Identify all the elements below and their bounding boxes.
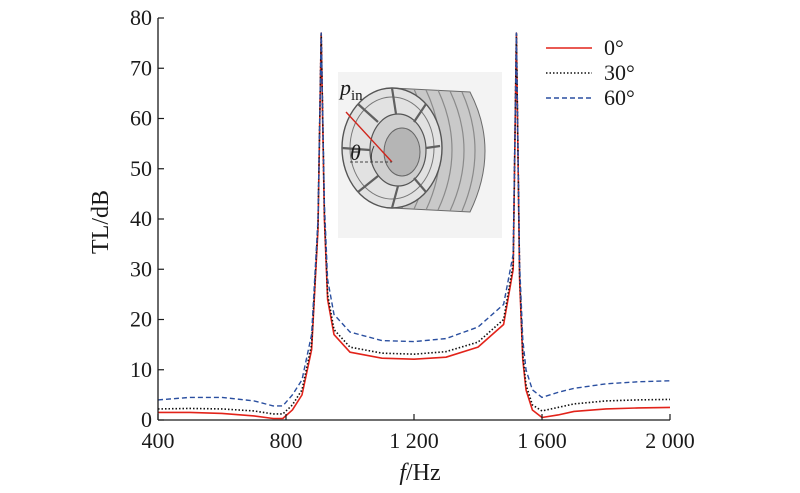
incident-wave-arrow bbox=[345, 111, 393, 163]
x-tick-label: 400 bbox=[142, 428, 175, 453]
inset-cylinder-illustration: pin θ bbox=[338, 72, 502, 238]
series-layer bbox=[157, 32, 671, 420]
y-tick-label: 50 bbox=[130, 156, 152, 181]
y-axis-title: TL/dB bbox=[88, 190, 114, 254]
series-line-0 bbox=[158, 32, 671, 420]
y-tick-label: 0 bbox=[141, 407, 152, 432]
x-axis-title: f/Hz bbox=[399, 460, 440, 486]
y-tick-label: 80 bbox=[130, 5, 152, 30]
y-tick-label: 40 bbox=[130, 206, 152, 231]
y-tick-label: 70 bbox=[130, 55, 152, 80]
axes: 0 10 20 30 40 50 60 70 80 400 800 1 200 1 600 2 000 bbox=[130, 5, 695, 453]
angle-arc bbox=[370, 145, 375, 163]
x-tick-label: 800 bbox=[270, 428, 303, 453]
legend-label-0: 0° bbox=[604, 35, 624, 60]
y-tick-label: 10 bbox=[130, 357, 152, 382]
x-tick-label: 1 200 bbox=[389, 428, 439, 453]
legend-label-1: 30° bbox=[604, 60, 635, 85]
x-tick-label: 2 000 bbox=[645, 428, 695, 453]
y-tick-label: 60 bbox=[130, 106, 152, 131]
series-line-2 bbox=[157, 32, 671, 407]
legend: 0°30°60° bbox=[546, 35, 635, 110]
inner-bore bbox=[383, 127, 421, 177]
legend-label-2: 60° bbox=[604, 85, 635, 110]
pressure-label: pin bbox=[338, 75, 363, 104]
angle-label: θ bbox=[350, 140, 361, 165]
series-line-1 bbox=[157, 32, 671, 415]
x-tick-label: 1 600 bbox=[517, 428, 567, 453]
y-tick-label: 30 bbox=[130, 256, 152, 281]
y-tick-label: 20 bbox=[130, 307, 152, 332]
radial-spokes bbox=[341, 87, 441, 209]
